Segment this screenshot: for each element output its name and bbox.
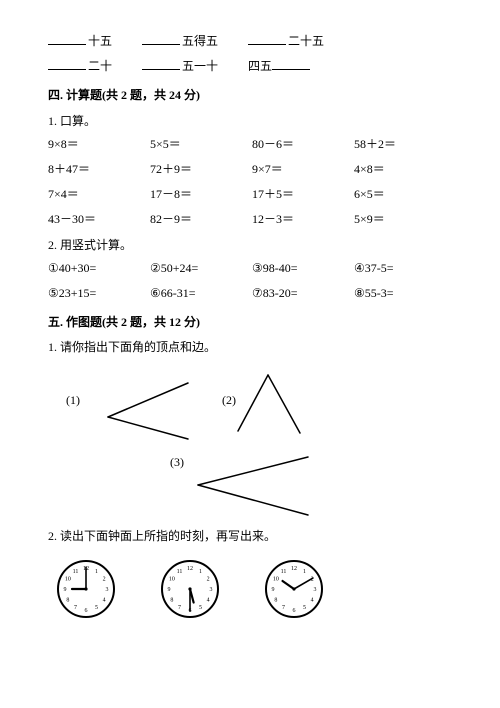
angle-label-2: (2) (222, 391, 236, 410)
svg-text:4: 4 (207, 597, 210, 603)
svg-text:12: 12 (291, 566, 297, 572)
svg-text:10: 10 (169, 576, 175, 582)
svg-text:3: 3 (210, 587, 213, 593)
math-cell: 17－8＝ (150, 185, 248, 204)
svg-text:11: 11 (281, 568, 287, 574)
svg-text:6: 6 (293, 608, 296, 614)
svg-text:8: 8 (274, 597, 277, 603)
svg-text:11: 11 (177, 568, 183, 574)
blank (272, 57, 310, 70)
math-cell: 17＋5＝ (252, 185, 350, 204)
svg-text:8: 8 (170, 597, 173, 603)
svg-text:5: 5 (95, 605, 98, 611)
math-cell: 8＋47＝ (48, 160, 146, 179)
svg-text:10: 10 (65, 576, 71, 582)
svg-text:7: 7 (178, 605, 181, 611)
svg-text:7: 7 (74, 605, 77, 611)
svg-text:1: 1 (199, 568, 202, 574)
svg-text:10: 10 (273, 576, 279, 582)
svg-text:4: 4 (311, 597, 314, 603)
q1-head: 1. 口算。 (48, 112, 452, 131)
svg-text:9: 9 (64, 587, 67, 593)
math-cell: 9×8＝ (48, 135, 146, 154)
svg-text:5: 5 (303, 605, 306, 611)
math-cell: 72＋9＝ (150, 160, 248, 179)
math-cell: 5×5＝ (150, 135, 248, 154)
fill-text: 四五 (248, 59, 272, 73)
blank (248, 32, 286, 45)
angle-label-3: (3) (170, 453, 184, 472)
math-cell: 58＋2＝ (354, 135, 452, 154)
math-cell: ⑥66-31= (150, 284, 248, 303)
clock-icon: 123456789101112 (262, 557, 326, 621)
fill-text: 五得五 (182, 34, 218, 48)
math-cell: 7×4＝ (48, 185, 146, 204)
math-cell: ⑦83-20= (252, 284, 350, 303)
math-cell: 5×9＝ (354, 210, 452, 229)
blank (48, 57, 86, 70)
math-cell: ③98-40= (252, 259, 350, 278)
angles-figure: (1) (2) (3) (48, 361, 452, 521)
svg-text:5: 5 (199, 605, 202, 611)
math-cell: ⑧55-3= (354, 284, 452, 303)
math-cell: ⑤23+15= (48, 284, 146, 303)
svg-text:3: 3 (106, 587, 109, 593)
clock-icon: 123456789101112 (54, 557, 118, 621)
svg-text:9: 9 (168, 587, 171, 593)
section-5-title: 五. 作图题(共 2 题，共 12 分) (48, 313, 452, 332)
math-cell: 6×5＝ (354, 185, 452, 204)
fill-text: 二十五 (288, 34, 324, 48)
math-cell: 80－6＝ (252, 135, 350, 154)
math-cell: ①40+30= (48, 259, 146, 278)
math-cell: 12－3＝ (252, 210, 350, 229)
svg-text:1: 1 (95, 568, 98, 574)
math-cell: 82－9＝ (150, 210, 248, 229)
svg-text:2: 2 (207, 576, 210, 582)
math-cell: 4×8＝ (354, 160, 452, 179)
fill-text: 二十 (88, 59, 112, 73)
svg-text:1: 1 (303, 568, 306, 574)
math-cell: 9×7＝ (252, 160, 350, 179)
section-4-title: 四. 计算题(共 2 题，共 24 分) (48, 86, 452, 105)
q2-head: 2. 用竖式计算。 (48, 236, 452, 255)
svg-text:4: 4 (103, 597, 106, 603)
fill-text: 十五 (88, 34, 112, 48)
q5-1-head: 1. 请你指出下面角的顶点和边。 (48, 338, 452, 357)
svg-text:12: 12 (187, 566, 193, 572)
blank (48, 32, 86, 45)
angle-label-1: (1) (66, 391, 80, 410)
math-cell: 43－30＝ (48, 210, 146, 229)
mental-math-grid: 9×8＝5×5＝80－6＝58＋2＝ 8＋47＝72＋9＝9×7＝4×8＝ 7×4＝… (48, 135, 452, 230)
svg-text:3: 3 (314, 587, 317, 593)
worksheet-page: 十五 五得五 二十五 二十 五一十 四五 四. 计算题(共 2 题，共 24 分… (0, 0, 500, 708)
clock-icon: 123456789101112 (158, 557, 222, 621)
q5-2-head: 2. 读出下面钟面上所指的时刻，再写出来。 (48, 527, 452, 546)
vertical-calc-grid: ①40+30=②50+24=③98-40=④37-5= ⑤23+15=⑥66-31… (48, 259, 452, 303)
angles-svg (48, 361, 348, 521)
math-cell: ②50+24= (150, 259, 248, 278)
svg-text:9: 9 (272, 587, 275, 593)
fill-row-2: 二十 五一十 四五 (48, 57, 452, 76)
math-cell: ④37-5= (354, 259, 452, 278)
blank (142, 32, 180, 45)
svg-text:7: 7 (282, 605, 285, 611)
blank (142, 57, 180, 70)
svg-text:6: 6 (85, 608, 88, 614)
svg-text:11: 11 (73, 568, 79, 574)
svg-text:8: 8 (66, 597, 69, 603)
clocks-row: 1234567891011121234567891011121234567891… (48, 557, 452, 621)
svg-text:2: 2 (103, 576, 106, 582)
fill-text: 五一十 (182, 59, 218, 73)
fill-row-1: 十五 五得五 二十五 (48, 32, 452, 51)
